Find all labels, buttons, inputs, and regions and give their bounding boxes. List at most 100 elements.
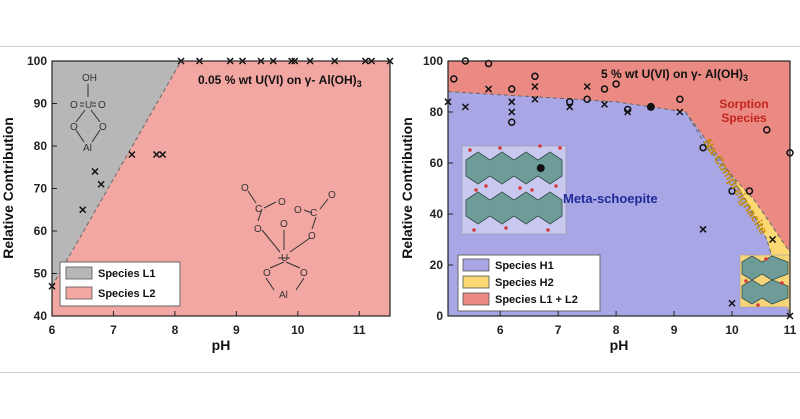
left-y-tick-label-3: 70 xyxy=(34,182,48,196)
right-o-point-6 xyxy=(565,98,574,106)
struct1-oh-label: OH xyxy=(82,73,97,84)
right-plot-frame xyxy=(447,60,791,317)
right-x-point-13 xyxy=(728,299,736,307)
right-filled-point-1 xyxy=(646,102,655,111)
struct2-o-left: O xyxy=(263,268,271,279)
struct1-o-lowright: O xyxy=(99,122,107,133)
struct2-o2: O xyxy=(278,197,286,208)
monodentate-structure-icon xyxy=(75,84,101,143)
legend-swatch-h2 xyxy=(462,275,490,289)
struct2-al-label: Al xyxy=(279,290,288,301)
right-x-tick-label-3: 9 xyxy=(671,323,678,337)
struct2-o3: O xyxy=(254,224,262,235)
right-o-point-11 xyxy=(676,95,684,103)
left-y-tick-label-0: 40 xyxy=(34,309,48,323)
struct2-o-top: O xyxy=(280,219,288,230)
right-filled-point-0 xyxy=(536,164,545,173)
legend-label-l2: Species L2 xyxy=(98,288,155,300)
right-y-tick-label-1: 20 xyxy=(430,258,444,272)
carbonate-structure-icon xyxy=(247,190,329,291)
struct1-o-lowleft: O xyxy=(70,122,78,133)
left-data-point-1 xyxy=(79,206,87,214)
left-x-tick-label-5: 11 xyxy=(353,323,366,337)
legend-label-l1: Species L1 xyxy=(98,268,155,280)
right-x-point-9 xyxy=(600,100,609,108)
right-marker-group xyxy=(444,57,794,320)
left-y-axis: 40 50 60 70 80 90 100 xyxy=(27,54,57,323)
left-y-tick-label-2: 60 xyxy=(34,224,48,238)
bottom-frame-line xyxy=(0,372,800,373)
left-y-tick-label-6: 100 xyxy=(27,54,47,68)
meta-schoepite-label: Meta-schoepite xyxy=(563,191,658,206)
left-data-point-3 xyxy=(97,180,105,188)
right-chart: 5 % wt U(VI) on γ- Al(OH)3 Sorption Spec… xyxy=(399,54,797,353)
left-data-point-4 xyxy=(128,150,136,159)
struct2-o5: O xyxy=(294,205,302,216)
right-o-point-7 xyxy=(583,95,591,103)
legend-swatch-l2 xyxy=(65,286,93,300)
right-y-axis-label: Relative Contribution xyxy=(399,117,415,259)
right-x-tick-label-1: 7 xyxy=(555,323,562,337)
right-x-point-2 xyxy=(485,85,493,93)
right-y-tick-label-2: 40 xyxy=(430,207,444,221)
right-o-point-8 xyxy=(600,85,609,93)
right-x-point-4 xyxy=(508,108,516,116)
left-chart: OH O U O O O Al O C O O O C O O O U O O … xyxy=(0,54,394,353)
right-o-point-10 xyxy=(623,105,632,114)
legend-swatch-h1 xyxy=(462,258,490,272)
left-x-tick-label-3: 9 xyxy=(233,323,240,337)
right-x-axis-label: pH xyxy=(610,337,629,353)
left-data-point-2 xyxy=(91,167,99,176)
left-y-tick-label-5: 90 xyxy=(34,97,48,111)
right-x-point-3 xyxy=(508,98,516,106)
left-x-tick-label-2: 8 xyxy=(172,323,179,337)
right-y-tick-label-3: 60 xyxy=(430,156,444,170)
sorption-species-label-line2: Species xyxy=(721,111,767,125)
right-y-tick-label-5: 100 xyxy=(423,54,443,68)
left-title-subscript: 3 xyxy=(357,79,362,89)
struct1-al-label: Al xyxy=(83,143,92,154)
right-o-point-14 xyxy=(745,187,754,195)
struct2-o6: O xyxy=(308,231,316,242)
struct2-o-right: O xyxy=(300,268,308,279)
right-y-tick-label-0: 0 xyxy=(436,309,443,323)
struct1-u-label: U xyxy=(85,100,92,111)
right-x-tick-label-4: 10 xyxy=(725,323,739,337)
h1-upper-boundary-line xyxy=(447,91,791,253)
struct2-o1: O xyxy=(241,183,249,194)
left-x-tick-label-4: 10 xyxy=(291,323,305,337)
left-data-point-6 xyxy=(159,150,167,159)
l1-l2-boundary-line xyxy=(51,60,182,287)
right-x-point-14 xyxy=(769,235,777,244)
right-o-point-4 xyxy=(508,118,516,126)
right-x-tick-label-2: 8 xyxy=(613,323,620,337)
right-o-point-3 xyxy=(508,85,516,93)
right-x-point-1 xyxy=(461,103,469,111)
right-title-subscript: 3 xyxy=(743,73,748,83)
sorption-species-label-line1: Sorption xyxy=(719,97,768,111)
right-x-point-8 xyxy=(583,82,591,91)
right-o-point-15 xyxy=(763,126,771,134)
struct2-o4: O xyxy=(328,190,336,201)
struct1-o-right: O xyxy=(98,100,106,111)
left-x-tick-label-1: 7 xyxy=(110,323,117,337)
right-x-axis: 6 7 8 9 10 11 xyxy=(497,311,797,337)
legend-label-l1l2: Species L1 + L2 xyxy=(495,294,578,306)
legend-swatch-l1l2 xyxy=(462,292,490,306)
left-y-axis-label: Relative Contribution xyxy=(0,117,16,259)
right-o-point-5 xyxy=(531,72,539,81)
right-chart-title: 5 % wt U(VI) on γ- Al(OH)3 xyxy=(601,67,748,83)
meta-schoepite-crystal-image xyxy=(461,144,567,235)
right-o-point-13 xyxy=(728,187,736,195)
na-compreignacite-crystal-image xyxy=(739,254,791,308)
right-x-point-12 xyxy=(699,225,707,233)
struct2-c2: C xyxy=(310,208,317,219)
struct2-c1: C xyxy=(255,204,262,215)
right-x-point-6 xyxy=(531,95,539,103)
left-x-tick-label-0: 6 xyxy=(49,323,56,337)
left-y-tick-label-4: 80 xyxy=(34,139,48,153)
right-o-point-12 xyxy=(699,143,707,152)
left-x-axis-label: pH xyxy=(212,337,231,353)
right-o-point-0 xyxy=(450,75,458,83)
